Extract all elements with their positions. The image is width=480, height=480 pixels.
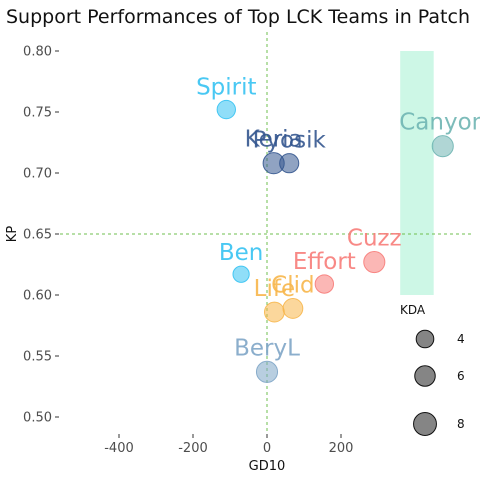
legend-key-4 [415, 329, 435, 349]
point-clid [282, 298, 304, 319]
y-axis-title: KP [5, 226, 20, 243]
highlight-region [400, 51, 434, 295]
legend-key-8 [413, 412, 437, 436]
x-tick-label: -400 [104, 441, 134, 456]
y-tick-label: 0.70 [23, 167, 52, 182]
x-axis-tick-labels: -400 -200 0 200 [104, 441, 353, 456]
y-axis-tick-labels: 0.50 0.55 0.60 0.65 0.70 0.75 0.80 [23, 45, 52, 426]
point-label-spirit: Spirit [196, 74, 256, 100]
legend-label-8: 8 [457, 417, 465, 431]
point-label-canyon: Canyon [399, 110, 480, 136]
point-effort [314, 274, 335, 294]
y-tick-label: 0.60 [23, 289, 52, 304]
y-tick-label: 0.50 [23, 411, 52, 426]
legend-title: KDA [400, 303, 426, 317]
y-tick-label: 0.55 [23, 350, 52, 365]
point-label-cuzz: Cuzz [347, 226, 402, 252]
point-label-ben: Ben [219, 240, 264, 266]
legend-label-6: 6 [457, 369, 465, 383]
point-label-effort: Effort [293, 249, 356, 275]
point-spirit [216, 99, 236, 120]
point-life [263, 301, 285, 323]
y-tick-label: 0.75 [23, 106, 52, 121]
point-pyosik [279, 153, 300, 174]
point-label-keria: Keria [245, 127, 303, 153]
legend-label-4: 4 [457, 332, 465, 346]
point-cuzz [363, 251, 386, 274]
x-tick-label: 0 [263, 441, 271, 456]
point-label-life: Life [254, 276, 295, 302]
point-canyon [431, 135, 454, 158]
x-tick-label: -200 [178, 441, 208, 456]
point-label-clid: Clid [271, 273, 314, 299]
x-tick-label: 200 [329, 441, 354, 456]
point-label-pyosik: Pyosik [253, 128, 327, 154]
legend: KDA 4 6 8 [400, 303, 465, 436]
point-label-beryl: BeryL [234, 335, 300, 361]
point-ben [232, 265, 250, 283]
y-tick-label: 0.65 [23, 228, 52, 243]
reference-lines [60, 32, 472, 434]
chart-title: Support Performances of Top LCK Teams in… [6, 6, 470, 28]
point-beryl [255, 360, 279, 383]
axis-ticks [55, 50, 342, 438]
legend-key-6 [414, 365, 436, 387]
y-tick-label: 0.80 [23, 45, 52, 60]
data-points [216, 99, 454, 383]
x-axis-title: GD10 [249, 459, 286, 474]
